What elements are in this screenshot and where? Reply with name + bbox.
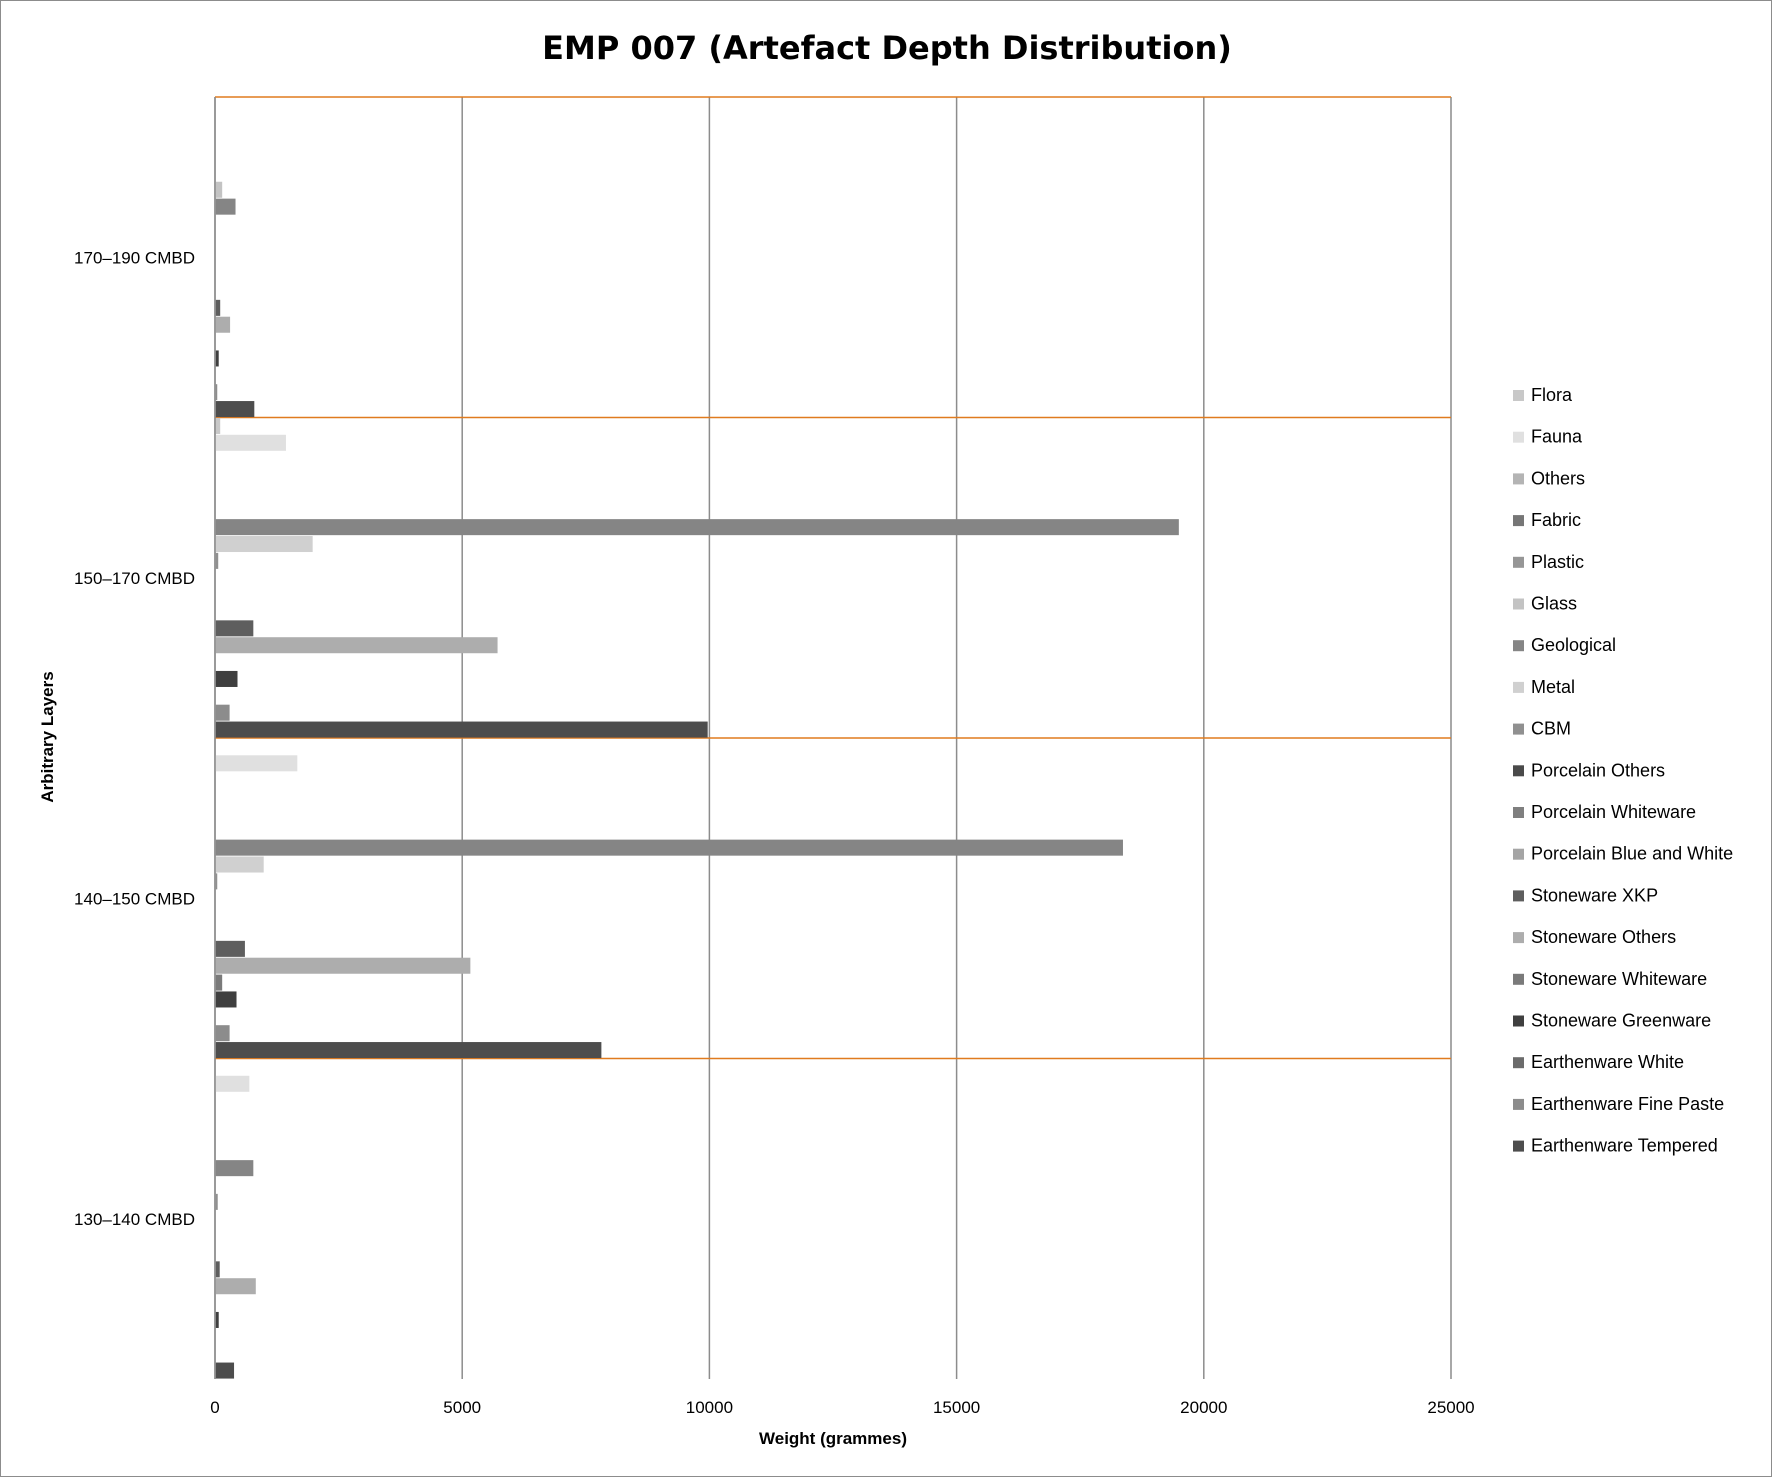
bar [215, 1160, 254, 1177]
y-axis-title: Arbitrary Layers [38, 671, 57, 802]
bar [215, 434, 286, 451]
bar [215, 1075, 250, 1092]
legend-swatch [1513, 515, 1524, 527]
legend-label: Fabric [1531, 510, 1581, 530]
bar [215, 721, 708, 738]
bar [215, 637, 498, 654]
y-category-label: 140–150 CMBD [74, 889, 195, 908]
bar [215, 755, 298, 772]
y-category-label: 150–170 CMBD [74, 569, 195, 588]
legend-swatch [1513, 1015, 1524, 1027]
legend-swatch [1513, 1057, 1524, 1069]
legend-swatch [1513, 932, 1524, 944]
bar [215, 670, 238, 687]
legend-label: Geological [1531, 635, 1616, 655]
legend-swatch [1513, 681, 1524, 693]
legend-swatch [1513, 807, 1524, 818]
legend-swatch [1513, 598, 1524, 610]
legend-label: Plastic [1531, 552, 1584, 572]
bar [215, 839, 1123, 856]
x-tick-label: 15000 [933, 1398, 980, 1417]
bar [215, 198, 236, 215]
bar [215, 873, 218, 890]
legend-label: Porcelain Others [1531, 760, 1665, 780]
legend-label: Porcelain Whiteware [1531, 802, 1696, 822]
axis-layer: 0 5000 10000 15000 20000 25000 130–140 CMBD 140… [74, 97, 1475, 1417]
legend-swatch [1513, 765, 1524, 777]
legend-swatch [1513, 1098, 1524, 1110]
bar [215, 940, 245, 957]
legend-swatch [1513, 556, 1524, 568]
bar [215, 1261, 220, 1278]
bar [215, 552, 219, 569]
bar [215, 401, 255, 418]
bar [215, 181, 223, 198]
legend-label: Others [1531, 468, 1585, 488]
grid-layer [214, 96, 1452, 1379]
bar [215, 299, 221, 316]
bar [215, 974, 223, 991]
legend-swatch [1513, 431, 1524, 443]
bar [215, 1362, 235, 1379]
bar [215, 1193, 218, 1210]
bar [215, 991, 237, 1008]
bar [215, 957, 471, 974]
legend-label: Earthenware Fine Paste [1531, 1094, 1724, 1114]
x-axis-title: Weight (grammes) [759, 1429, 907, 1448]
y-category-label: 130–140 CMBD [74, 1210, 195, 1229]
bar [215, 519, 1179, 536]
legend-label: Porcelain Blue and White [1531, 844, 1733, 864]
x-tick-label: 25000 [1427, 1398, 1474, 1417]
legend-label: Stoneware Others [1531, 927, 1676, 947]
legend-swatch [1513, 640, 1524, 652]
y-category-label: 170–190 CMBD [74, 248, 195, 267]
legend-label: Flora [1531, 385, 1573, 405]
legend-swatch [1513, 723, 1524, 735]
legend-swatch [1513, 390, 1524, 401]
legend-swatch [1513, 973, 1524, 985]
bar [215, 417, 221, 434]
legend-label: Metal [1531, 677, 1575, 697]
legend: Flora Fauna Others Fabric Plastic Glass Geolog… [1513, 385, 1733, 1156]
legend-swatch [1513, 1140, 1524, 1152]
legend-swatch [1513, 890, 1524, 902]
bar [215, 350, 219, 367]
bar [215, 620, 254, 637]
legend-swatch [1513, 473, 1524, 485]
legend-swatch [1513, 848, 1524, 860]
legend-label: Earthenware White [1531, 1052, 1684, 1072]
bars-layer [215, 181, 1179, 1379]
x-tick-label: 0 [210, 1398, 219, 1417]
bar [215, 1042, 602, 1059]
bar [215, 384, 218, 401]
bar [215, 1025, 230, 1042]
legend-label: Stoneware XKP [1531, 885, 1658, 905]
bar [215, 704, 230, 721]
chart-title: EMP 007 (Artefact Depth Distribution) [542, 29, 1232, 67]
x-tick-label: 10000 [686, 1398, 733, 1417]
legend-label: Fauna [1531, 427, 1583, 447]
legend-label: Glass [1531, 594, 1577, 614]
bar [215, 856, 264, 873]
legend-label: CBM [1531, 719, 1571, 739]
x-tick-label: 20000 [1180, 1398, 1227, 1417]
legend-label: Stoneware Whiteware [1531, 969, 1707, 989]
legend-label: Stoneware Greenware [1531, 1011, 1711, 1031]
bar [215, 316, 231, 333]
bar [215, 1311, 219, 1328]
bar [215, 536, 313, 553]
x-tick-label: 5000 [443, 1398, 481, 1417]
bar [215, 1278, 256, 1295]
legend-label: Earthenware Tempered [1531, 1136, 1718, 1156]
